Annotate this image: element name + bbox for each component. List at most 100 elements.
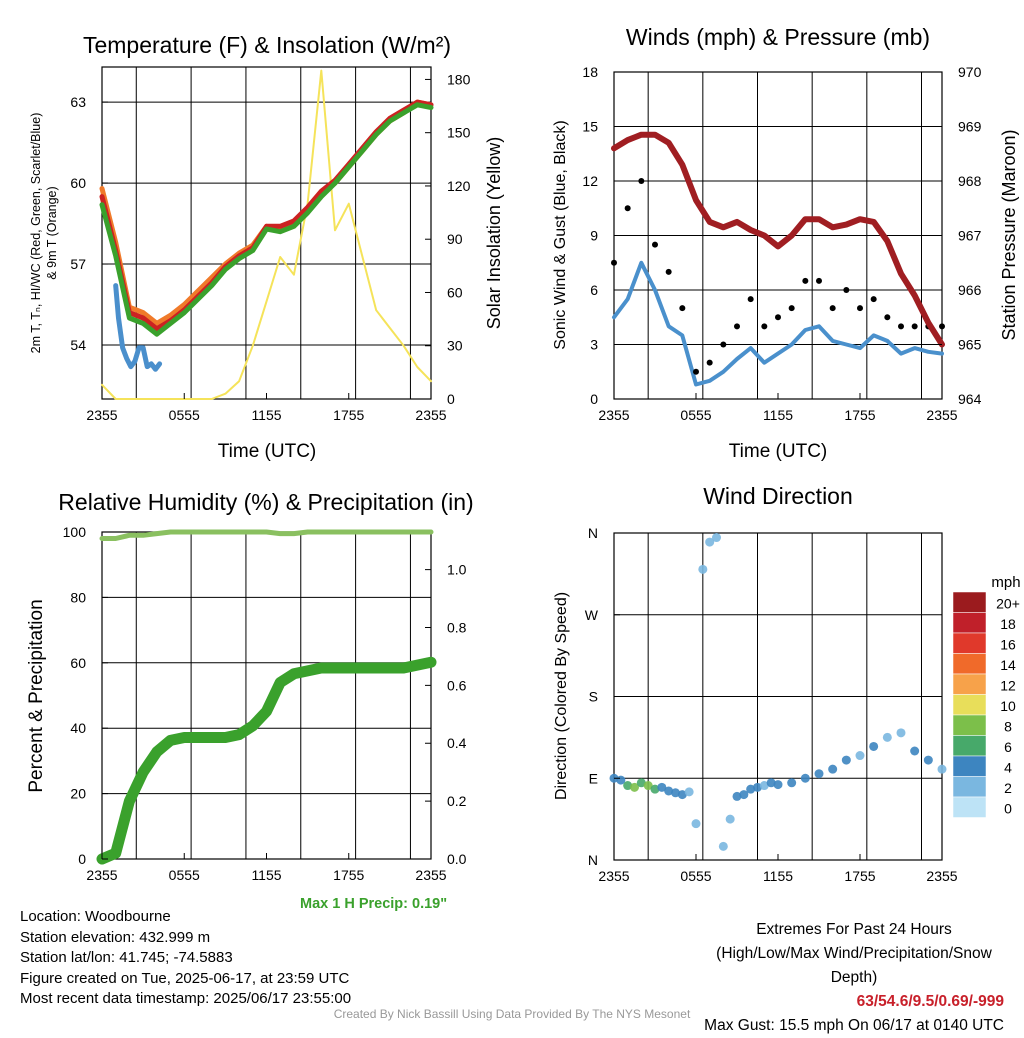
temp-ytick-label: 57 bbox=[70, 256, 86, 272]
wind-gust-point bbox=[624, 205, 631, 212]
legend-swatch bbox=[952, 776, 987, 798]
dir-point bbox=[718, 841, 728, 851]
rh-ytick-label-right: 0.2 bbox=[447, 793, 467, 809]
dir-point bbox=[896, 728, 906, 738]
wind-gust-point bbox=[734, 323, 740, 330]
dir-ylabel: Direction (Colored By Speed) bbox=[553, 592, 570, 800]
legend-swatch bbox=[952, 632, 987, 654]
temp-series-hi-wc bbox=[99, 102, 434, 337]
wind-gust-point bbox=[870, 296, 877, 303]
wind-gust-point bbox=[775, 314, 781, 321]
wind-gust-point bbox=[638, 178, 645, 184]
dir-point bbox=[882, 732, 892, 742]
dir-point bbox=[910, 746, 920, 756]
temp-series-solar-insolation bbox=[101, 69, 432, 400]
rh-xtick-label: 1155 bbox=[251, 867, 281, 883]
dir-xtick-label: 2355 bbox=[598, 868, 629, 884]
wind-ytick-label: 12 bbox=[582, 173, 598, 189]
wind-xtick-label: 2355 bbox=[926, 407, 957, 423]
wind-xtick-label: 1755 bbox=[844, 407, 875, 423]
dir-point bbox=[725, 814, 735, 824]
legend-label: 16 bbox=[1000, 636, 1016, 652]
rh-series-relative-humidity bbox=[99, 529, 434, 541]
dir-point bbox=[691, 819, 701, 829]
rh-xtick-label: 1755 bbox=[333, 867, 364, 883]
dir-point bbox=[828, 764, 838, 774]
dir-point bbox=[787, 778, 797, 788]
temp-xlabel: Time (UTC) bbox=[218, 441, 317, 462]
legend-swatch bbox=[952, 673, 987, 695]
legend-label: 2 bbox=[1004, 780, 1012, 796]
wind-gust-point bbox=[665, 268, 672, 275]
rh-ytick-label: 0 bbox=[78, 851, 86, 867]
rh-ytick-label-right: 1.0 bbox=[447, 562, 467, 578]
dir-xtick-label: 2355 bbox=[926, 868, 957, 884]
wind-ylabel-right: Station Pressure (Maroon) bbox=[999, 129, 1019, 340]
temp-ytick-label-right: 150 bbox=[447, 125, 471, 141]
legend-swatch bbox=[952, 612, 987, 634]
wind-ytick-label-right: 968 bbox=[958, 173, 982, 189]
wind-title: Winds (mph) & Pressure (mb) bbox=[626, 24, 930, 50]
rh-xtick-label: 2355 bbox=[415, 867, 446, 883]
dir-point bbox=[671, 788, 680, 798]
dir-point bbox=[636, 778, 646, 788]
temp-ytick-label-right: 120 bbox=[447, 178, 471, 194]
dir-ytick-label: N bbox=[588, 852, 598, 868]
rh-series-precipitation bbox=[96, 656, 437, 865]
wind-gust-point bbox=[652, 241, 658, 248]
wind-gust-point bbox=[829, 305, 836, 312]
rh-xtick-label: 2355 bbox=[86, 867, 117, 883]
dir-point bbox=[759, 781, 769, 791]
legend-label: 6 bbox=[1004, 739, 1012, 755]
temp-ytick-label-right: 30 bbox=[447, 338, 463, 354]
dir-point bbox=[643, 781, 653, 791]
legend-swatch bbox=[952, 714, 987, 736]
rh-ytick-label: 20 bbox=[70, 786, 86, 802]
legend-swatch bbox=[952, 755, 987, 777]
extremes-subtitle: (High/Low/Max Wind/Precipitation/Snow De… bbox=[716, 945, 992, 986]
rh-ytick-label: 100 bbox=[63, 524, 87, 540]
temp-series-td bbox=[113, 283, 163, 372]
credit-line: Created By Nick Bassill Using Data Provi… bbox=[333, 1007, 691, 1021]
wind-ytick-label: 0 bbox=[590, 391, 598, 407]
wind-gust-point bbox=[939, 323, 945, 330]
wind-gust-point bbox=[884, 314, 891, 321]
temp-series-9m-t bbox=[99, 99, 434, 326]
rh-ytick-label: 60 bbox=[70, 655, 86, 671]
wind-series-station-pressure bbox=[611, 131, 945, 348]
wind-xtick-label: 0555 bbox=[680, 407, 711, 423]
dir-point bbox=[841, 755, 851, 765]
dir-xtick-label: 1155 bbox=[763, 868, 793, 884]
wind-gust-point bbox=[788, 305, 795, 312]
temp-ytick-label-right: 180 bbox=[447, 71, 471, 87]
temp-ylabel-right: Solar Insolation (Yellow) bbox=[484, 137, 504, 329]
wind-ytick-label: 15 bbox=[582, 119, 598, 135]
rh-ylabel: Percent & Precipitation bbox=[26, 599, 47, 792]
wind-gust-point bbox=[802, 277, 809, 284]
info-location: Location: Woodbourne bbox=[20, 908, 171, 925]
dir-point bbox=[739, 790, 749, 800]
temp-xtick-label: 2355 bbox=[415, 407, 446, 423]
temp-ytick-label: 60 bbox=[70, 175, 86, 191]
temp-title: Temperature (F) & Insolation (W/m²) bbox=[83, 32, 451, 58]
dir-point bbox=[657, 782, 667, 792]
dir-point bbox=[937, 764, 947, 774]
legend-label: 10 bbox=[1000, 698, 1016, 714]
temp-ylabel-left-2: & 9m T (Orange) bbox=[45, 186, 59, 279]
rh-plot-frame bbox=[101, 531, 432, 860]
dir-point bbox=[800, 773, 810, 783]
wind-gust-point bbox=[761, 323, 768, 330]
legend-label: 12 bbox=[1000, 677, 1016, 693]
legend-swatch bbox=[952, 796, 987, 818]
wind-ytick-label-right: 966 bbox=[958, 282, 982, 298]
dir-point bbox=[753, 782, 762, 792]
legend-label: 8 bbox=[1004, 718, 1012, 734]
temp-xtick-label: 1755 bbox=[333, 407, 364, 423]
dir-point bbox=[869, 741, 879, 751]
temp-ylabel-left-1: 2m T, Tₙ, HI/WC (Red, Green, Scarlet/Blu… bbox=[29, 113, 43, 354]
wind-ytick-label-right: 964 bbox=[958, 391, 982, 407]
rh-xtick-label: 0555 bbox=[169, 867, 200, 883]
dir-point bbox=[712, 533, 721, 543]
